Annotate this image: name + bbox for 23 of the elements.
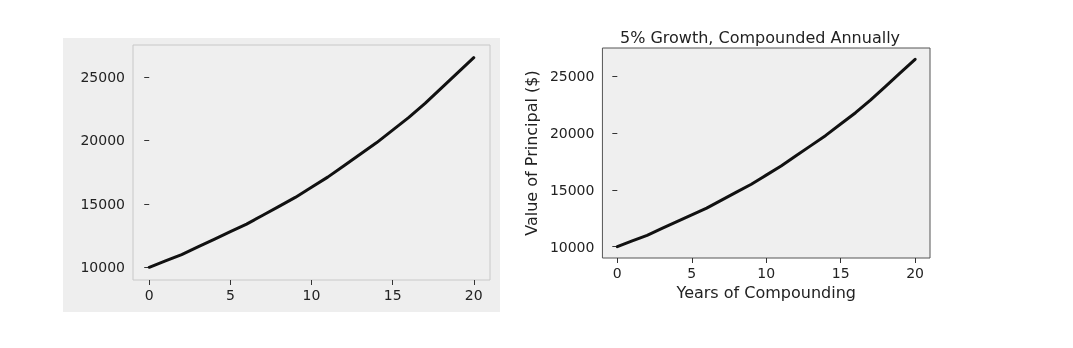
y-tick-label: 10000 <box>549 238 595 255</box>
x-tick-label: 15 <box>383 287 402 303</box>
x-tick-label: 0 <box>612 265 622 281</box>
x-tick-label: 15 <box>831 265 850 281</box>
y-tick-label: 25000 <box>80 68 125 85</box>
y-axis-title: Value of Principal ($) <box>521 70 541 236</box>
x-tick-label: 5 <box>225 287 235 303</box>
x-tick-label: 10 <box>302 287 321 303</box>
chart-title: 5% Growth, Compounded Annually <box>619 27 901 47</box>
x-axis-title: Years of Compounding <box>675 283 856 303</box>
y-tick-label: 15000 <box>80 195 125 212</box>
line-series <box>615 57 917 249</box>
x-tick-label: 5 <box>687 265 697 281</box>
x-tick-label: 10 <box>757 265 776 281</box>
x-tick-label: 20 <box>906 265 925 281</box>
line-series <box>147 56 476 269</box>
x-tick-label: 0 <box>144 287 154 303</box>
y-tick-label: 15000 <box>549 181 595 198</box>
y-tick-label: 20000 <box>80 132 125 149</box>
y-tick-label: 25000 <box>549 68 595 85</box>
y-tick-label: 20000 <box>549 125 595 142</box>
y-tick-label: 10000 <box>80 259 125 276</box>
x-tick-label: 20 <box>464 287 483 303</box>
